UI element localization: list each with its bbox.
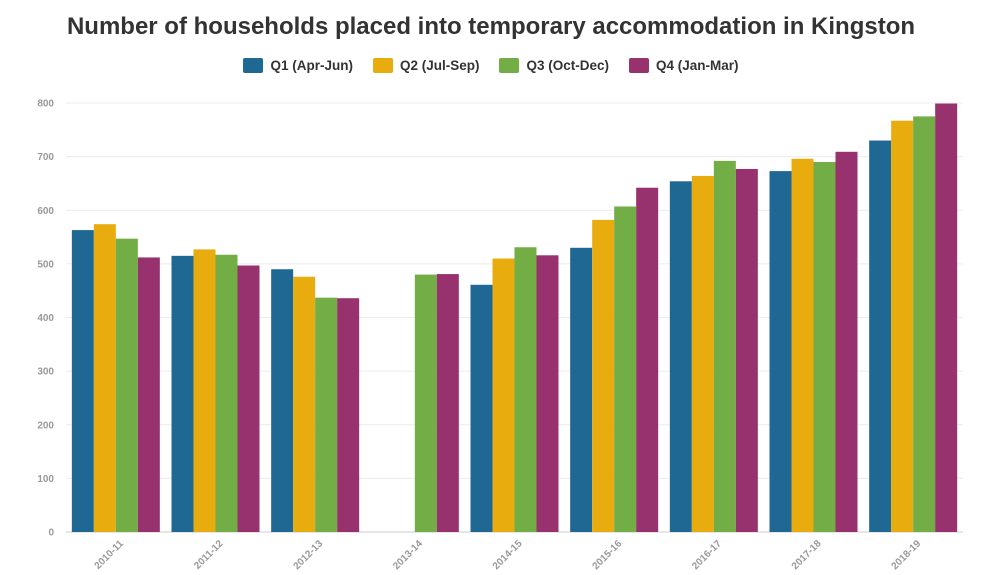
- legend-swatch-q4: [629, 58, 649, 73]
- bar-2018-19-q3[interactable]: [913, 116, 936, 532]
- bar-2011-12-q1[interactable]: [171, 255, 194, 533]
- bar-2011-12-q2[interactable]: [193, 249, 216, 533]
- x-tick-label: 2017-18: [790, 538, 824, 572]
- bar-2018-19-q1[interactable]: [869, 140, 892, 532]
- bar-2014-15-q4[interactable]: [536, 255, 559, 533]
- bar-2010-11-q3[interactable]: [115, 238, 138, 532]
- x-tick-label: 2014-15: [491, 538, 525, 572]
- legend-item-q1[interactable]: Q1 (Apr-Jun): [243, 58, 353, 73]
- bar-2016-17-q4[interactable]: [735, 168, 758, 533]
- bar-2014-15-q1[interactable]: [470, 284, 493, 532]
- bar-2011-12-q4[interactable]: [237, 265, 260, 532]
- x-tick-label: 2015-16: [591, 538, 625, 572]
- bar-2016-17-q1[interactable]: [669, 181, 692, 533]
- x-tick-label: 2018-19: [890, 538, 924, 572]
- bar-2016-17-q2[interactable]: [691, 175, 714, 532]
- bar-2012-13-q1[interactable]: [271, 269, 294, 532]
- bar-2015-16-q3[interactable]: [614, 206, 637, 532]
- y-tick-label: 100: [37, 474, 54, 485]
- bar-2018-19-q4[interactable]: [935, 103, 958, 532]
- bar-2017-18-q3[interactable]: [813, 161, 836, 533]
- y-tick-label: 500: [37, 259, 54, 270]
- bar-2012-13-q2[interactable]: [293, 276, 316, 532]
- y-tick-label: 200: [37, 420, 54, 431]
- bar-2018-19-q2[interactable]: [891, 120, 914, 532]
- legend-swatch-q3: [499, 58, 520, 73]
- legend-label-q2: Q2 (Jul-Sep): [399, 58, 480, 73]
- legend-swatch-q1: [243, 58, 264, 73]
- y-tick-label: 700: [37, 152, 54, 163]
- chart-title: Number of households placed into tempora…: [66, 13, 916, 40]
- bar-2011-12-q3[interactable]: [215, 254, 238, 533]
- legend-item-q2[interactable]: Q2 (Jul-Sep): [372, 58, 480, 73]
- x-tick-label: 2013-14: [391, 538, 425, 572]
- bar-2017-18-q1[interactable]: [769, 171, 792, 532]
- y-tick-label: 0: [48, 528, 54, 539]
- x-tick-label: 2010-11: [93, 538, 127, 572]
- bar-2014-15-q3[interactable]: [514, 247, 537, 532]
- bar-2014-15-q2[interactable]: [492, 258, 515, 532]
- legend-item-q4[interactable]: Q4 (Jan-Mar): [629, 58, 739, 73]
- bar-2010-11-q2[interactable]: [93, 224, 116, 532]
- bar-2017-18-q2[interactable]: [791, 158, 814, 532]
- bar-2010-11-q4[interactable]: [137, 257, 160, 532]
- bar-2015-16-q4[interactable]: [636, 187, 659, 533]
- bar-2017-18-q4[interactable]: [835, 151, 858, 532]
- x-tick-label: 2016-17: [690, 538, 724, 572]
- legend: Q1 (Apr-Jun) Q2 (Jul-Sep) Q3 (Oct-Dec) Q…: [0, 58, 982, 73]
- legend-swatch-q2: [372, 58, 393, 73]
- x-tick-label: 2011-12: [192, 538, 226, 572]
- x-tick-label: 2012-13: [292, 538, 326, 572]
- y-tick-label: 300: [37, 367, 54, 378]
- bar-2012-13-q4[interactable]: [337, 298, 360, 532]
- bar-2010-11-q1[interactable]: [71, 230, 94, 532]
- y-tick-label: 600: [37, 206, 54, 217]
- bar-2015-16-q2[interactable]: [592, 219, 615, 532]
- legend-label-q3: Q3 (Oct-Dec): [526, 58, 609, 73]
- legend-item-q3[interactable]: Q3 (Oct-Dec): [499, 58, 609, 73]
- y-tick-label: 400: [37, 313, 54, 324]
- legend-label-q1: Q1 (Apr-Jun): [270, 58, 353, 73]
- bar-2013-14-q3[interactable]: [414, 274, 437, 532]
- bar-2016-17-q3[interactable]: [713, 160, 736, 533]
- legend-label-q4: Q4 (Jan-Mar): [656, 58, 739, 73]
- bar-2012-13-q3[interactable]: [315, 297, 338, 532]
- y-tick-label: 800: [37, 99, 54, 110]
- bar-2013-14-q4[interactable]: [436, 274, 459, 532]
- bar-2015-16-q1[interactable]: [570, 247, 593, 532]
